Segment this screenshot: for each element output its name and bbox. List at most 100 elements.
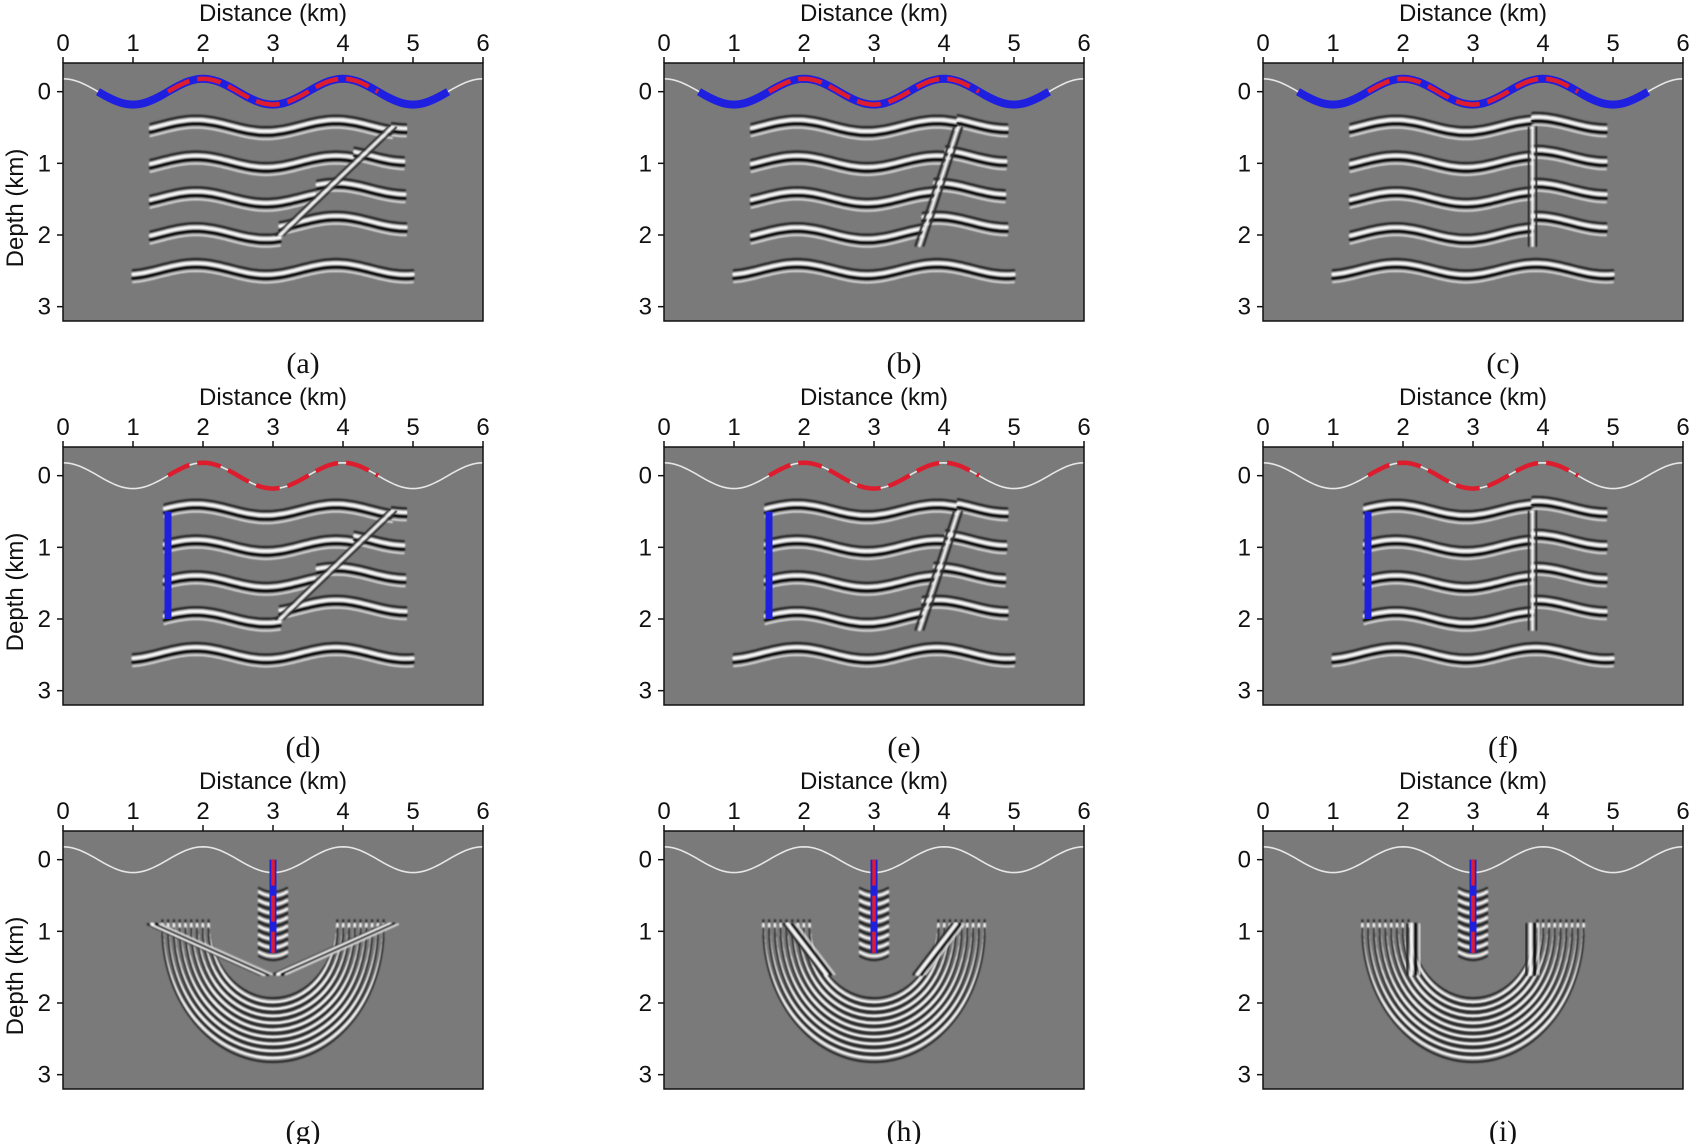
wavefront-arc xyxy=(1389,919,1557,1029)
reflector xyxy=(732,641,1016,668)
y-tick-label: 2 xyxy=(1238,990,1251,1017)
x-tick-label: 2 xyxy=(1396,414,1409,441)
wavefront-arc-trace xyxy=(189,922,357,1025)
x-tick-label: 6 xyxy=(476,30,489,57)
reflector xyxy=(1362,606,1535,632)
reflector-trace xyxy=(353,150,406,163)
fault-event-trace xyxy=(924,923,965,976)
reflector-trace xyxy=(1348,122,1535,137)
reflector-trace xyxy=(732,645,1016,661)
reflector xyxy=(1348,186,1535,212)
reflector xyxy=(148,150,356,177)
reflector-trace xyxy=(1363,546,1534,561)
reflector-trace xyxy=(749,229,925,245)
wavefront-arc-trace xyxy=(201,919,345,1007)
reflector-trace xyxy=(1531,177,1608,192)
y-tick-label: 2 xyxy=(1238,606,1251,633)
reflector-trace xyxy=(1349,114,1534,129)
reflector-trace xyxy=(1331,265,1615,281)
x-tick-label: 3 xyxy=(1466,30,1479,57)
reflector-trace xyxy=(1530,214,1608,229)
fault-plane-trace xyxy=(918,510,960,632)
reflector-trace xyxy=(1531,189,1607,204)
fault-event-trace xyxy=(280,922,396,976)
x-tick-label: 6 xyxy=(1077,414,1090,441)
x-tick-label: 5 xyxy=(1007,798,1020,825)
y-tick-label: 0 xyxy=(1238,79,1251,106)
reflector xyxy=(732,257,1016,284)
reflector-trace xyxy=(1349,198,1534,212)
reflector-trace xyxy=(750,186,935,201)
wavefront-arc-trace xyxy=(166,922,380,1053)
reflector-trace xyxy=(1331,257,1615,272)
reflector-trace xyxy=(132,654,414,668)
reflector xyxy=(390,506,408,522)
reflector-trace xyxy=(1331,645,1615,661)
wavefront-arc-trace xyxy=(1372,927,1574,1050)
panel-e: 0 1 2 3 4 5 6 0 1 2 3 Distance (km) (e) xyxy=(639,384,1091,764)
reflector-trace xyxy=(315,181,407,196)
wavefront-arc xyxy=(161,919,385,1064)
seismic-image xyxy=(63,845,483,1064)
panel-b: 0 1 2 3 4 5 6 0 1 2 3 Distance (km) (b) xyxy=(639,0,1091,380)
reflector-trace xyxy=(148,189,317,205)
reflector xyxy=(131,257,415,284)
x-tick-label: 1 xyxy=(126,30,139,57)
well-ringing-trace xyxy=(257,950,289,958)
fault-plane xyxy=(914,510,964,632)
y-tick-label: 1 xyxy=(1238,150,1251,177)
wavefront-arc-trace xyxy=(767,922,981,1053)
reflector-trace xyxy=(390,513,408,518)
wavefront-arc-trace xyxy=(207,922,339,1004)
reflector-trace xyxy=(944,532,1008,547)
y-tick-label: 3 xyxy=(1238,1062,1251,1089)
reflector-trace xyxy=(1531,495,1608,510)
reflector-trace xyxy=(1363,618,1534,632)
panel-caption: (g) xyxy=(286,1115,321,1144)
reflector-trace xyxy=(749,118,960,133)
x-tick-label: 4 xyxy=(336,798,349,825)
reflector-trace xyxy=(163,546,355,561)
x-tick-label: 6 xyxy=(476,414,489,441)
panel-caption: (d) xyxy=(286,731,321,764)
reflector-trace xyxy=(132,270,414,284)
reflector-trace xyxy=(933,561,1006,576)
wavefront-arc-trace xyxy=(762,922,986,1060)
reflector-trace xyxy=(1530,185,1608,200)
reflector-trace xyxy=(763,537,946,553)
wavefront-arc-trace xyxy=(773,919,975,1041)
x-tick-label: 1 xyxy=(727,414,740,441)
reflector-trace xyxy=(1530,148,1608,163)
reflector-trace xyxy=(1348,225,1535,241)
reflector-trace xyxy=(1531,606,1607,621)
x-tick-label: 2 xyxy=(797,414,810,441)
x-tick-label: 0 xyxy=(657,30,670,57)
reflector xyxy=(933,561,1007,588)
y-tick-label: 1 xyxy=(639,918,652,945)
reflector xyxy=(921,594,1009,621)
reflector-trace xyxy=(921,214,1009,229)
reflector-trace xyxy=(131,261,415,277)
reflector-trace xyxy=(149,234,281,248)
reflector xyxy=(763,570,936,596)
x-axis-title: Distance (km) xyxy=(1399,384,1547,411)
reflector-trace xyxy=(1362,613,1535,629)
reflector-trace xyxy=(148,122,394,137)
x-tick-label: 2 xyxy=(797,30,810,57)
reflector-trace xyxy=(1530,115,1608,131)
reflector-trace xyxy=(162,502,394,517)
receiver-marker xyxy=(767,460,981,491)
reflector-trace xyxy=(148,229,282,245)
fault-event xyxy=(1525,922,1540,977)
x-tick-label: 3 xyxy=(867,414,880,441)
well-ringing-trace xyxy=(257,955,289,962)
reflector-trace xyxy=(956,505,1009,518)
x-tick-label: 1 xyxy=(727,798,740,825)
wavefront-arc-trace xyxy=(1372,922,1574,1046)
y-tick-label: 2 xyxy=(38,990,51,1017)
reflector-trace xyxy=(1362,577,1535,593)
reflector-trace xyxy=(149,222,282,236)
reflector xyxy=(353,146,406,171)
reflector-trace xyxy=(1531,507,1607,522)
x-axis-title: Distance (km) xyxy=(199,768,347,795)
